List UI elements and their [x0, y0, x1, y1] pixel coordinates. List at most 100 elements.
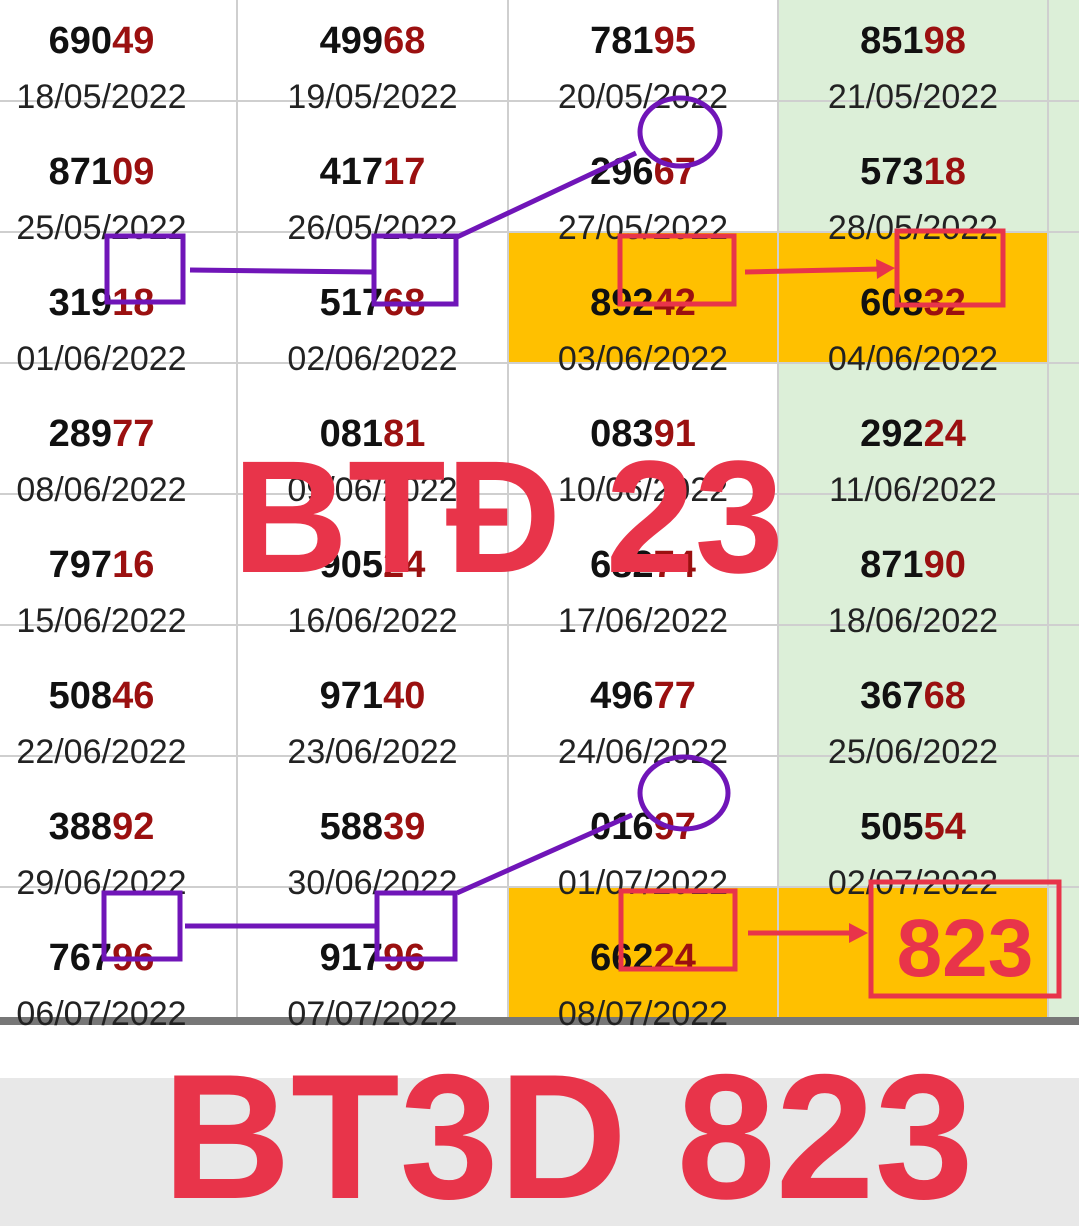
number-head: 508	[49, 675, 112, 717]
draw-date: 19/05/2022	[287, 78, 457, 116]
number-tail: 40	[383, 675, 425, 717]
number-tail: 98	[924, 20, 966, 62]
number-head: 917	[320, 937, 383, 979]
number-tail: 54	[924, 806, 966, 848]
result-number: 79716	[49, 544, 155, 586]
result-number: 50846	[49, 675, 155, 717]
result-number: 90524	[320, 544, 426, 586]
number-tail: 09	[112, 151, 154, 193]
number-head: 496	[590, 675, 653, 717]
purple-line	[189, 267, 373, 275]
purple-box	[374, 890, 458, 962]
result-number: 41717	[320, 151, 426, 193]
result-number: 08391	[590, 413, 696, 455]
red-box	[868, 879, 1062, 999]
number-head: 781	[590, 20, 653, 62]
number-head: 871	[49, 151, 112, 193]
number-tail: 46	[112, 675, 154, 717]
overlay-text: BTĐ 23	[232, 427, 783, 606]
number-head: 797	[49, 544, 112, 586]
arrow-head	[849, 923, 868, 943]
number-head: 573	[860, 151, 923, 193]
draw-date: 20/05/2022	[558, 78, 728, 116]
number-head: 499	[320, 20, 383, 62]
result-number: 36768	[860, 675, 966, 717]
purple-line	[453, 150, 638, 241]
result-number: 49968	[320, 20, 426, 62]
purple-box	[101, 890, 183, 962]
draw-date: 08/07/2022	[558, 995, 728, 1033]
draw-date: 10/06/2022	[558, 471, 728, 509]
number-tail: 68	[383, 20, 425, 62]
number-head: 505	[860, 806, 923, 848]
number-head: 767	[49, 937, 112, 979]
draw-date: 27/05/2022	[558, 209, 728, 247]
draw-date: 01/06/2022	[16, 340, 186, 378]
red-box	[617, 233, 737, 307]
purple-box	[104, 233, 186, 305]
number-tail: 74	[654, 544, 696, 586]
number-head: 690	[49, 20, 112, 62]
purple-circle	[637, 754, 731, 832]
draw-date: 09/06/2022	[287, 471, 457, 509]
number-head: 871	[860, 544, 923, 586]
purple-circle	[637, 95, 723, 169]
number-tail: 67	[654, 151, 696, 193]
result-number: 29224	[860, 413, 966, 455]
highlight-number: 823	[897, 903, 1034, 994]
result-number: 29667	[590, 151, 696, 193]
draw-date: 24/06/2022	[558, 733, 728, 771]
result-number: 78195	[590, 20, 696, 62]
number-tail: 49	[112, 20, 154, 62]
number-tail: 24	[654, 937, 696, 979]
number-head: 292	[860, 413, 923, 455]
draw-date: 25/05/2022	[16, 209, 186, 247]
red-box	[618, 888, 738, 972]
result-number: 28977	[49, 413, 155, 455]
number-tail: 77	[112, 413, 154, 455]
result-number: 38892	[49, 806, 155, 848]
number-head: 081	[320, 413, 383, 455]
result-number: 68274	[590, 544, 696, 586]
draw-date: 25/06/2022	[828, 733, 998, 771]
draw-date: 18/06/2022	[828, 602, 998, 640]
result-number: 97140	[320, 675, 426, 717]
draw-date: 22/06/2022	[16, 733, 186, 771]
number-tail: 91	[654, 413, 696, 455]
footer-text: BT3D 823	[162, 1037, 973, 1226]
number-head: 289	[49, 413, 112, 455]
draw-date: 28/05/2022	[828, 209, 998, 247]
red-arrow	[744, 266, 881, 275]
draw-date: 30/06/2022	[287, 864, 457, 902]
number-tail: 17	[383, 151, 425, 193]
number-tail: 18	[924, 151, 966, 193]
draw-date: 01/07/2022	[558, 864, 728, 902]
draw-date: 07/07/2022	[287, 995, 457, 1033]
number-tail: 24	[924, 413, 966, 455]
table-bottom-border	[0, 1017, 1079, 1025]
result-number: 31918	[49, 282, 155, 324]
number-head: 851	[860, 20, 923, 62]
number-head: 682	[590, 544, 653, 586]
arrow-head	[876, 259, 895, 279]
draw-date: 03/06/2022	[558, 340, 728, 378]
purple-box	[371, 233, 459, 307]
number-tail: 95	[654, 20, 696, 62]
draw-date: 18/05/2022	[16, 78, 186, 116]
annotations	[101, 95, 1062, 999]
green-column	[778, 0, 1079, 1018]
red-box	[894, 228, 1006, 308]
number-head: 083	[590, 413, 653, 455]
result-number: 08181	[320, 413, 426, 455]
draw-date: 02/06/2022	[287, 340, 457, 378]
number-tail: 92	[112, 806, 154, 848]
number-tail: 77	[654, 675, 696, 717]
result-number: 50554	[860, 806, 966, 848]
number-tail: 90	[924, 544, 966, 586]
draw-date: 15/06/2022	[16, 602, 186, 640]
number-tail: 81	[383, 413, 425, 455]
number-tail: 39	[383, 806, 425, 848]
number-tail: 16	[112, 544, 154, 586]
draw-date: 16/06/2022	[287, 602, 457, 640]
